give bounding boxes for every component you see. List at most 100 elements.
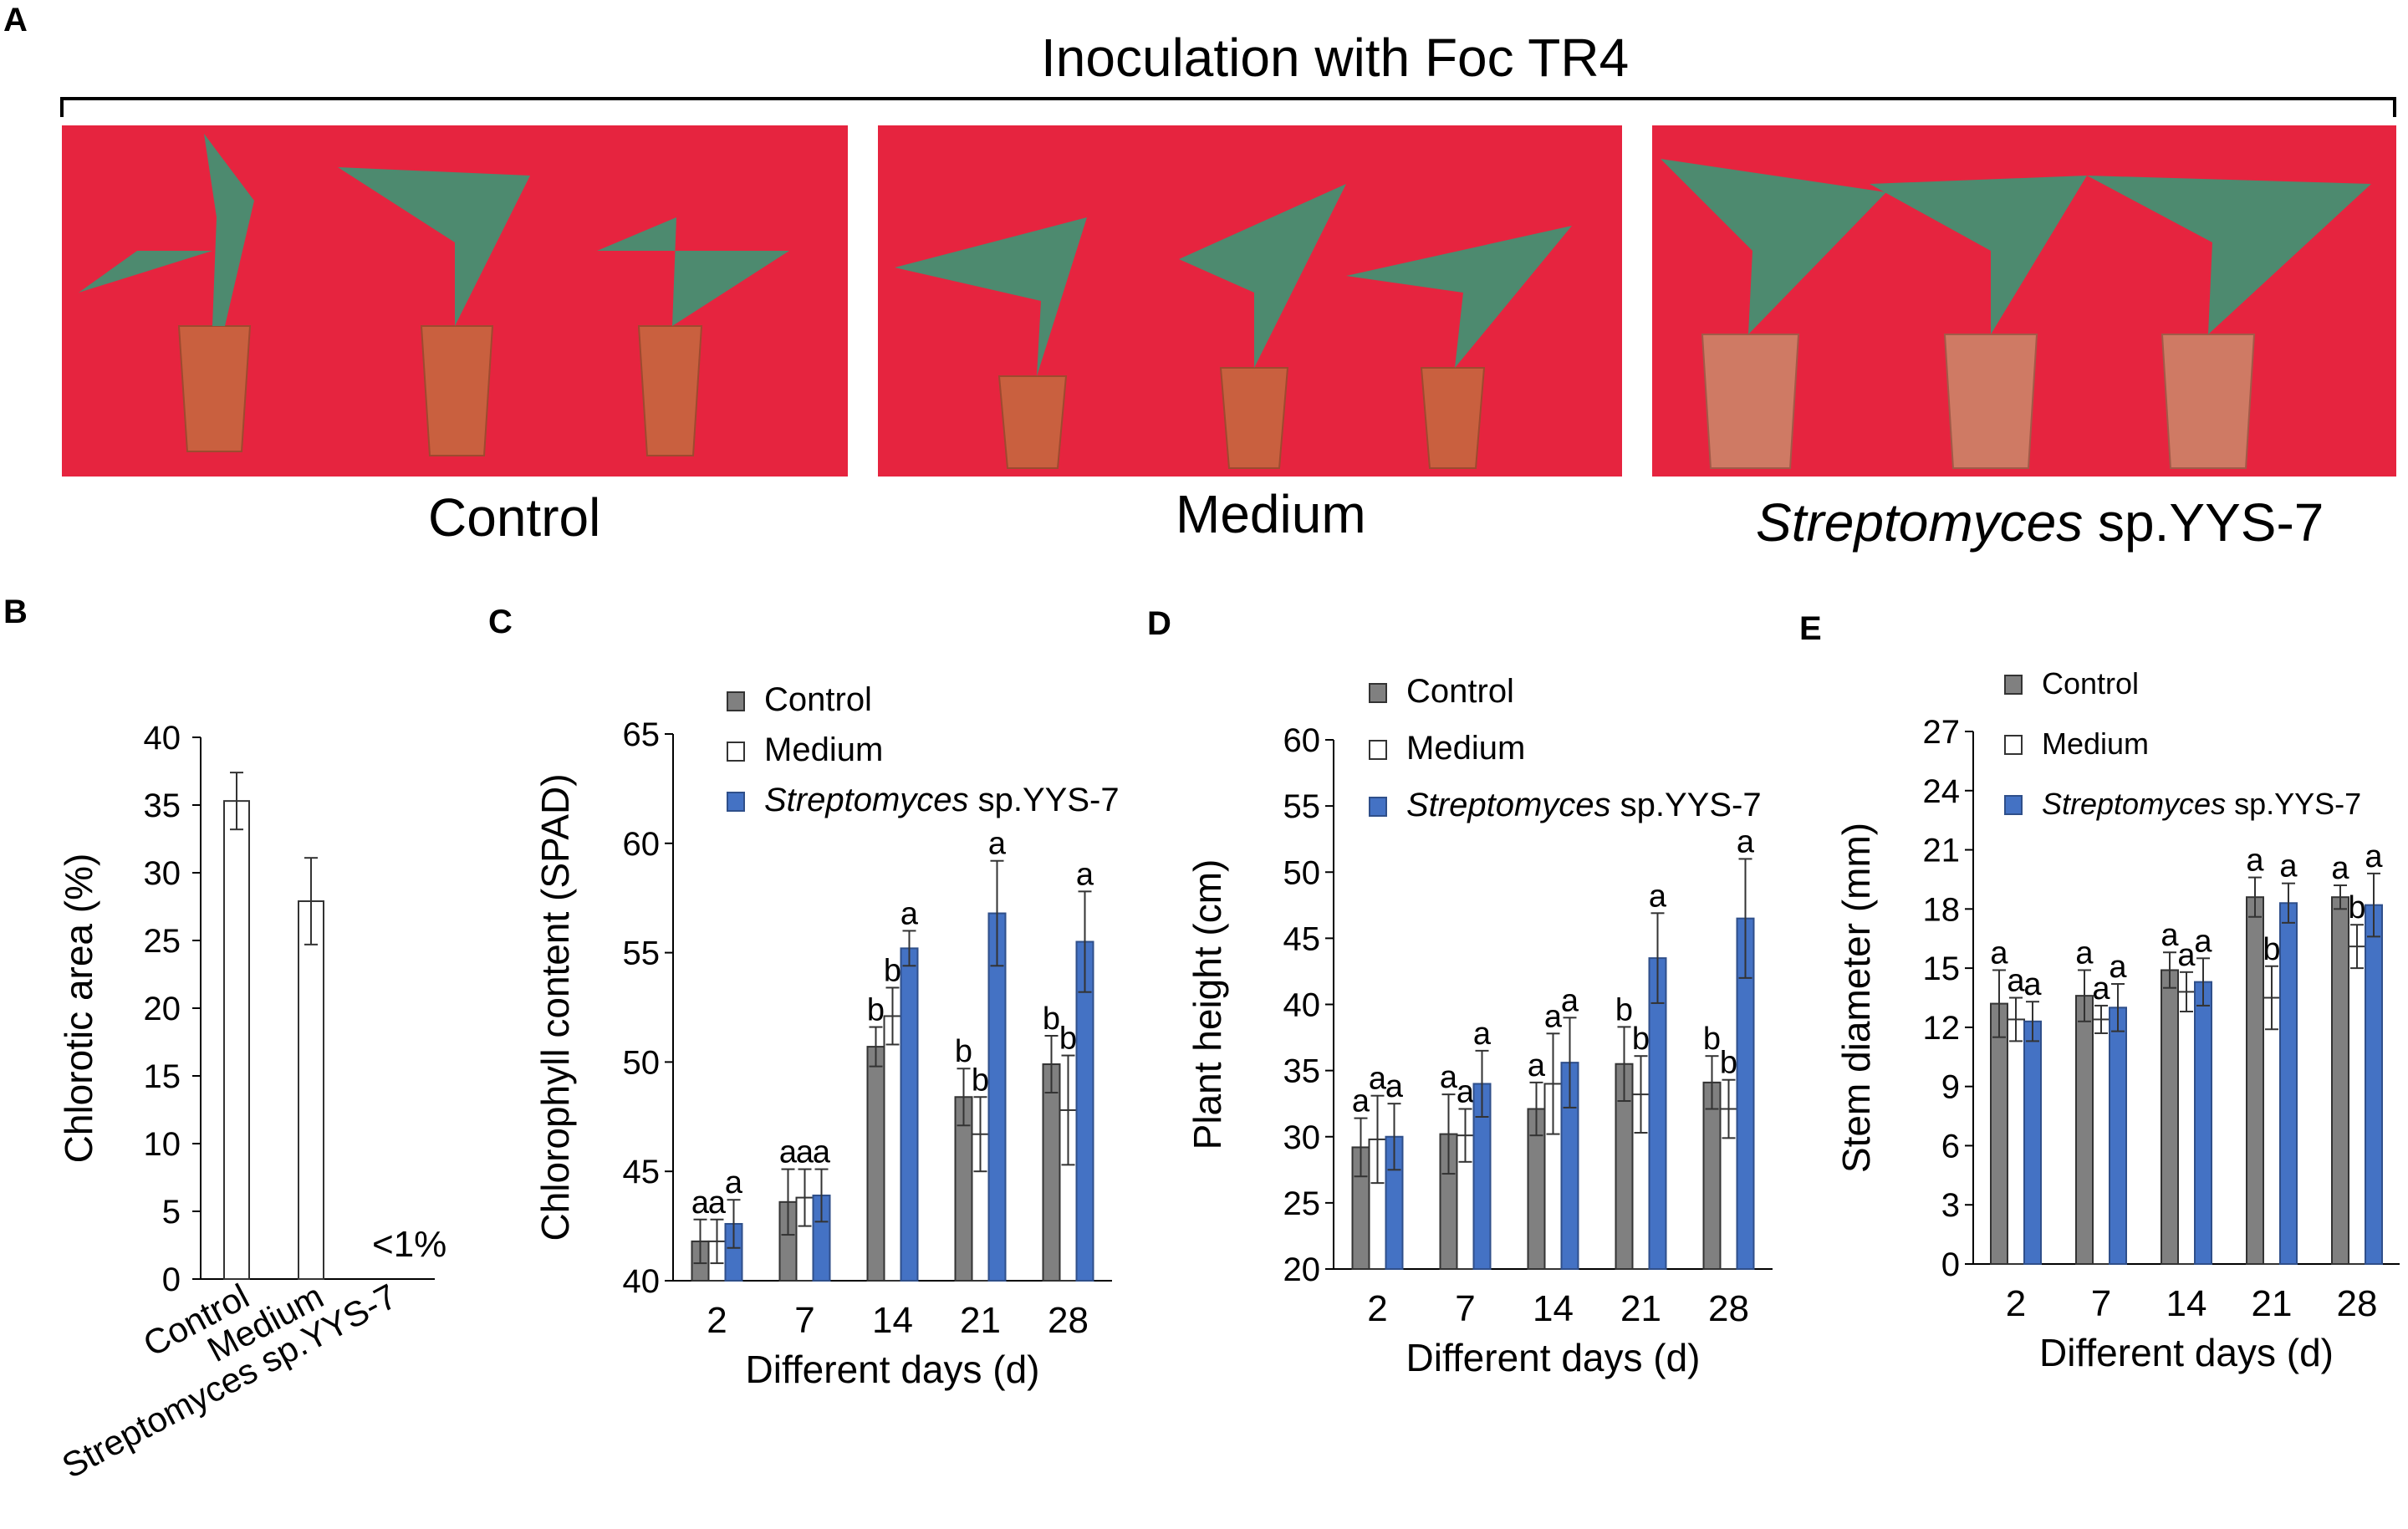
legend-swatch [727, 792, 745, 812]
bar [2023, 1020, 2042, 1265]
panel-c-label: C [488, 604, 513, 640]
y-tick-label: 21 [1923, 833, 1961, 869]
legend-swatch [1369, 797, 1387, 817]
significance-letter: a [691, 1185, 710, 1221]
bar [900, 947, 919, 1282]
chart-plant-height: 2025303540455055602aaa7aaa14aaa21bba28bb… [1186, 673, 1773, 1379]
bar [1702, 1081, 1722, 1270]
y-axis-label: Chlorotic area (%) [57, 854, 100, 1164]
significance-letter: a [1544, 999, 1563, 1034]
y-tick-label: 18 [1923, 891, 1961, 928]
bar [2246, 896, 2264, 1265]
significance-letter: b [955, 1034, 972, 1069]
significance-letter: a [1737, 824, 1755, 859]
caption-control: Control [428, 487, 601, 548]
significance-letter: b [972, 1063, 989, 1098]
legend-label: Control [764, 681, 872, 718]
legend-label-text: Medium [764, 731, 883, 768]
significance-letter: a [1473, 1017, 1492, 1052]
legend-label: Streptomyces sp.YYS-7 [764, 782, 1120, 818]
x-tick-label: 14 [2166, 1283, 2207, 1324]
bar [2365, 904, 2383, 1265]
y-tick-label: 55 [1283, 788, 1321, 825]
significance-letter: a [2092, 971, 2110, 1007]
y-tick-label: 50 [623, 1044, 661, 1081]
bar [223, 800, 250, 1280]
significance-letter: a [796, 1135, 814, 1170]
y-tick-label: 65 [623, 716, 661, 753]
significance-letter: b [1703, 1022, 1721, 1057]
bar [2279, 902, 2298, 1265]
y-tick-label: 12 [1923, 1010, 1961, 1047]
value-annotation: <1% [372, 1224, 446, 1265]
photo-control [62, 125, 848, 477]
significance-letter: b [1043, 1001, 1060, 1037]
y-tick-label: 35 [144, 787, 181, 824]
significance-letter: a [2161, 918, 2179, 953]
significance-letter: b [1720, 1046, 1737, 1081]
bar [2177, 991, 2196, 1265]
y-tick-label: 60 [1283, 722, 1321, 759]
y-tick-label: 60 [623, 826, 661, 863]
y-tick-label: 30 [144, 855, 181, 892]
y-tick-label: 20 [144, 991, 181, 1027]
legend-label-text: Control [764, 681, 872, 718]
legend-swatch [1369, 683, 1387, 703]
y-tick-label: 40 [623, 1263, 661, 1300]
x-tick-label: 7 [2091, 1283, 2111, 1324]
significance-letter: a [813, 1135, 831, 1170]
panel-e-label: E [1799, 610, 1822, 647]
legend-label-italic: Streptomyces [764, 782, 969, 818]
significance-letter: b [1615, 992, 1633, 1027]
legend-label-text: sp.YYS-7 [2226, 787, 2361, 821]
x-tick-label: 7 [794, 1300, 814, 1341]
legend-swatch [1369, 740, 1387, 760]
x-tick-label: 2 [2006, 1283, 2026, 1324]
x-tick-label: 21 [1620, 1288, 1661, 1329]
chart-chlorophyll: 4045505560652aaa7aaa14bba21bba28bbaDiffe… [533, 681, 1120, 1391]
significance-letter: a [1385, 1069, 1404, 1104]
legend-swatch [727, 691, 745, 711]
y-axis-label: Plant height (cm) [1186, 859, 1229, 1150]
significance-letter: a [988, 827, 1007, 862]
panel-a-label: A [3, 2, 28, 38]
y-tick-label: 25 [144, 923, 181, 960]
significance-letter: a [2109, 950, 2127, 985]
chart-chlorotic-area: 0510152025303540ControlMediumStreptomyce… [56, 720, 447, 1486]
significance-letter: a [2279, 849, 2298, 884]
significance-letter: a [2194, 924, 2212, 959]
y-tick-label: 6 [1941, 1128, 1960, 1165]
x-tick-label: 2 [1367, 1288, 1387, 1329]
x-tick-label: 21 [960, 1300, 1001, 1341]
bar [2109, 1007, 2127, 1265]
significance-letter: b [2348, 890, 2365, 925]
x-tick-label: 7 [1455, 1288, 1475, 1329]
legend-label-text: Medium [1406, 730, 1525, 767]
significance-letter: a [2177, 938, 2196, 973]
y-tick-label: 45 [1283, 920, 1321, 957]
y-tick-label: 0 [162, 1261, 181, 1298]
significance-letter: a [2075, 935, 2094, 971]
y-tick-label: 0 [1941, 1246, 1960, 1283]
y-tick-label: 3 [1941, 1187, 1960, 1224]
legend-label-italic: Streptomyces [1406, 787, 1611, 823]
y-tick-label: 45 [623, 1154, 661, 1190]
legend-swatch [2004, 795, 2023, 815]
banner-bracket [60, 97, 2396, 117]
bar [2161, 969, 2179, 1265]
significance-letter: a [1457, 1075, 1475, 1110]
y-tick-label: 50 [1283, 854, 1321, 891]
y-tick-label: 10 [144, 1126, 181, 1163]
legend-label: Control [2042, 666, 2139, 701]
x-axis-label: Different days (d) [746, 1348, 1040, 1391]
y-tick-label: 24 [1923, 773, 1961, 810]
bar [2092, 1018, 2110, 1265]
bar [2075, 995, 2094, 1265]
legend-label: Streptomyces sp.YYS-7 [1406, 787, 1762, 823]
photo-medium [878, 125, 1622, 477]
significance-letter: a [1076, 857, 1094, 892]
y-tick-label: 40 [144, 720, 181, 757]
x-tick-label: 14 [1533, 1288, 1574, 1329]
legend-label: Medium [1406, 730, 1525, 767]
chart-stem-diameter: 03691215182124272aaa7aaa14aaa21aba28abaD… [1834, 666, 2400, 1374]
